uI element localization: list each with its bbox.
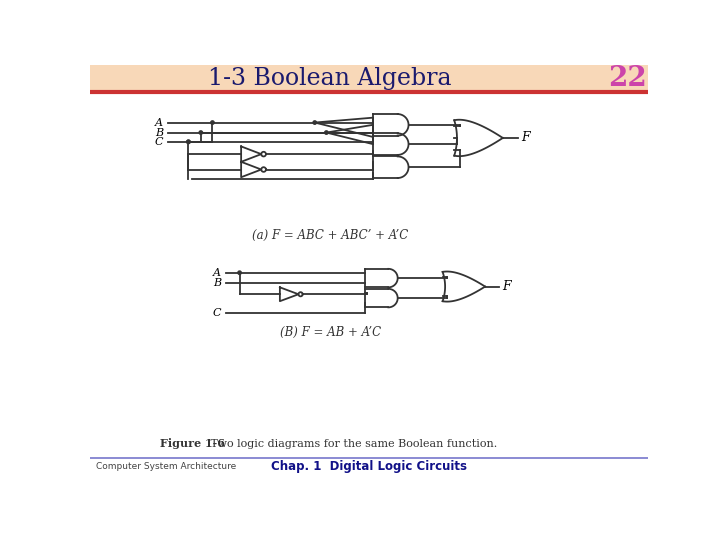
Text: (a) F = ABC + ABC’ + A’C: (a) F = ABC + ABC’ + A’C — [252, 230, 408, 242]
FancyBboxPatch shape — [90, 65, 648, 92]
Text: C: C — [212, 308, 221, 318]
Text: Computer System Architecture: Computer System Architecture — [96, 462, 236, 471]
Text: C: C — [154, 137, 163, 147]
Circle shape — [313, 121, 317, 124]
Text: 1-3 Boolean Algebra: 1-3 Boolean Algebra — [209, 67, 452, 90]
Text: A: A — [213, 268, 221, 278]
Text: B: B — [213, 278, 221, 288]
Circle shape — [199, 131, 202, 134]
Text: F: F — [521, 131, 530, 144]
Text: Figure 1-6: Figure 1-6 — [160, 438, 225, 449]
Text: (B) F = AB + A’C: (B) F = AB + A’C — [279, 326, 381, 339]
Circle shape — [186, 140, 190, 144]
Circle shape — [325, 131, 328, 134]
Text: B: B — [155, 127, 163, 138]
Circle shape — [238, 271, 241, 274]
Text: F: F — [502, 280, 510, 293]
Text: A: A — [155, 118, 163, 127]
Circle shape — [186, 140, 190, 144]
Text: 22: 22 — [608, 65, 647, 92]
Circle shape — [211, 121, 214, 124]
Text: Chap. 1  Digital Logic Circuits: Chap. 1 Digital Logic Circuits — [271, 460, 467, 473]
Text: Two logic diagrams for the same Boolean function.: Two logic diagrams for the same Boolean … — [200, 438, 498, 449]
